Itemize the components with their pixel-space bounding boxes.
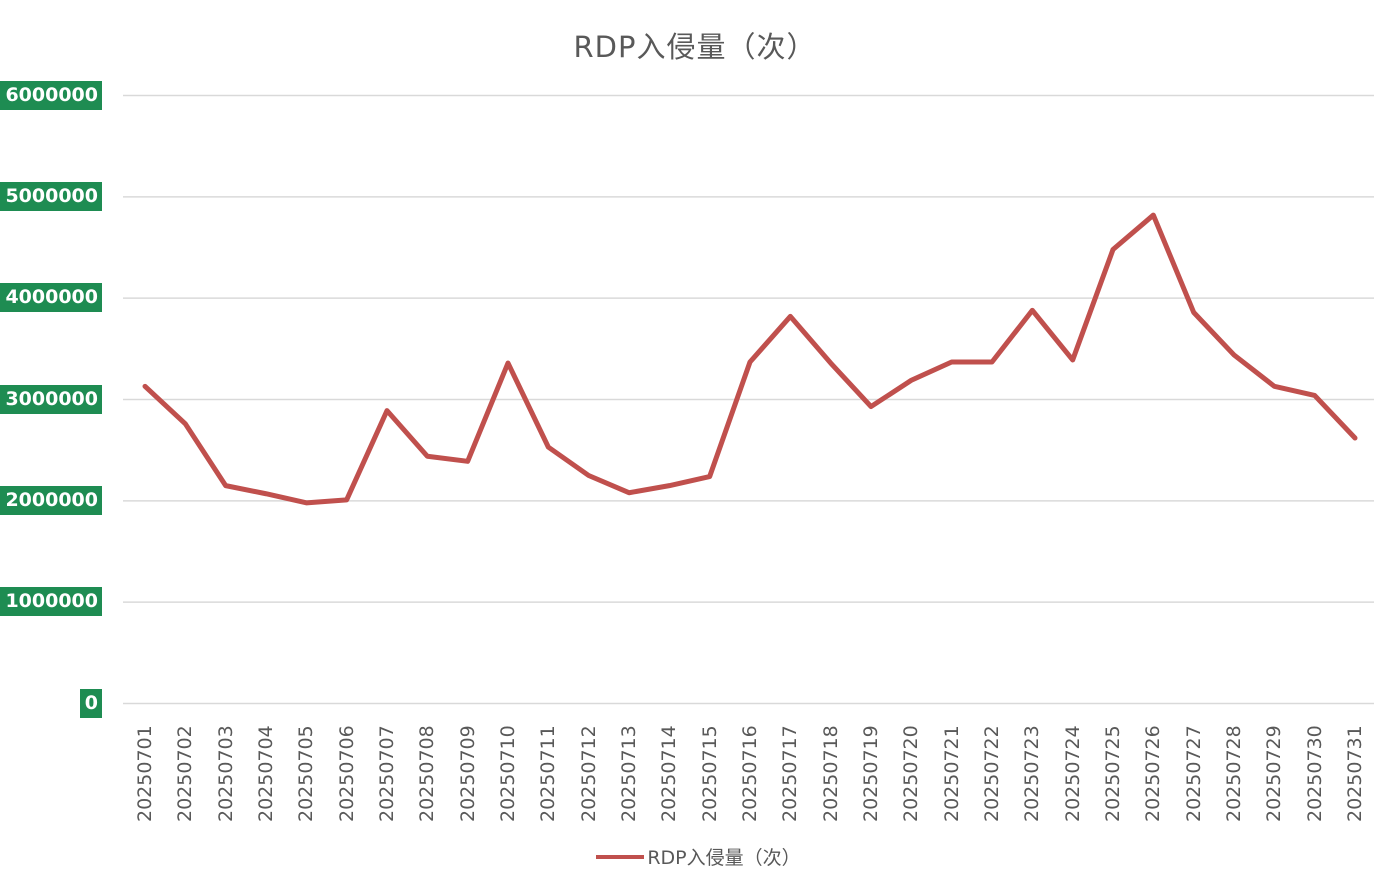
x-axis-tick-label: 20250702	[174, 725, 197, 822]
x-axis-tick-label: 20250718	[819, 725, 842, 822]
y-axis-tick-label: 4000000	[0, 283, 102, 313]
x-axis-tick-label: 20250721	[940, 725, 963, 822]
x-axis-tick-label: 20250727	[1182, 725, 1205, 822]
x-axis-tick-label: 20250712	[577, 725, 600, 822]
x-axis-tick-label: 20250728	[1223, 725, 1245, 822]
legend-line-marker	[596, 854, 645, 859]
y-axis-tick-label: 0	[79, 688, 102, 718]
x-axis-tick-label: 20250701	[134, 725, 156, 822]
x-axis-tick-label: 20250719	[860, 725, 882, 822]
x-axis-tick-label: 20250715	[698, 725, 721, 822]
series-line	[142, 212, 1358, 506]
x-axis-tick-label: 20250717	[779, 725, 802, 822]
x-axis-tick-label: 20250722	[981, 725, 1003, 822]
x-axis-tick-label: 20250710	[497, 725, 519, 822]
y-axis-tick: 1000000	[0, 587, 102, 617]
x-axis-tick-label: 20250729	[1263, 725, 1286, 822]
y-axis-tick-label: 6000000	[0, 80, 102, 110]
x-axis-tick-label: 20250716	[739, 725, 761, 822]
legend-label: RDP入侵量（次）	[647, 847, 801, 869]
x-axis-tick-label: 20250705	[295, 725, 318, 822]
x-axis-tick-label: 20250731	[1344, 725, 1366, 822]
y-axis-tick-label: 2000000	[0, 485, 102, 515]
x-axis-tick-label: 20250714	[658, 725, 681, 822]
y-axis-tick-label: 5000000	[0, 181, 102, 211]
y-axis-tick: 2000000	[0, 485, 102, 516]
x-axis-tick-label: 20250730	[1303, 725, 1326, 822]
x-axis-tick-label: 20250706	[335, 725, 358, 822]
y-axis-tick-label: 1000000	[0, 587, 102, 617]
x-axis-tick-label: 20250707	[376, 725, 398, 822]
y-axis-tick: 6000000	[0, 80, 102, 111]
y-axis-tick: 4000000	[0, 283, 102, 313]
chart-title: RDP入侵量（次）	[573, 30, 817, 64]
x-axis-tick-label: 20250703	[214, 725, 237, 822]
x-axis-tick-label: 20250709	[456, 725, 479, 822]
x-axis-tick-label: 20250711	[537, 725, 560, 822]
y-axis-tick: 5000000	[0, 181, 102, 212]
y-axis-tick: 0	[0, 688, 102, 719]
x-axis-tick-label: 20250724	[1061, 725, 1084, 822]
x-axis-tick-label: 20250713	[618, 725, 640, 822]
y-axis-tick: 3000000	[0, 384, 102, 415]
x-axis-tick-label: 20250720	[900, 725, 923, 822]
x-axis-tick-label: 20250725	[1102, 725, 1124, 822]
x-axis-tick-label: 20250723	[1021, 725, 1044, 822]
x-axis-tick-label: 20250708	[416, 725, 439, 822]
legend: RDP入侵量（次）	[0, 843, 1397, 870]
x-axis-tick-label: 20250704	[255, 725, 277, 822]
y-axis-tick-label: 3000000	[0, 384, 102, 414]
x-axis-tick-label: 20250726	[1142, 725, 1165, 822]
